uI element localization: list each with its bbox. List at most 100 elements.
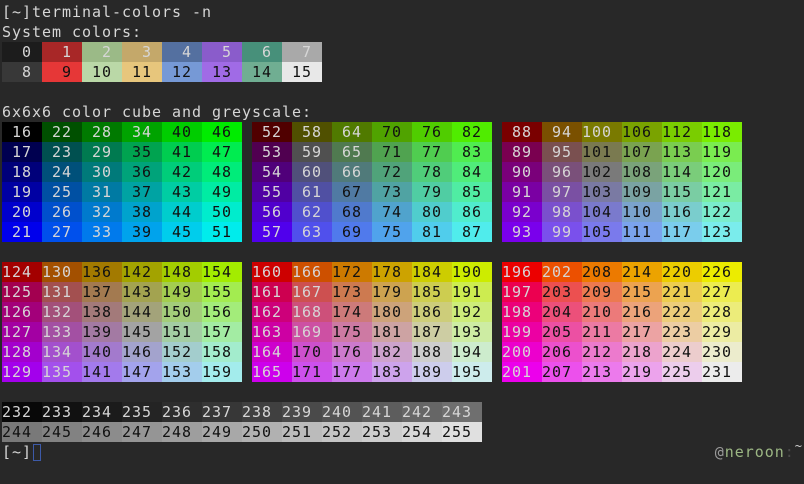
- cube-color-107: 107: [622, 142, 662, 162]
- host-dir: ~: [794, 439, 803, 453]
- cube-color-208: 208: [582, 262, 622, 282]
- cube-color-73: 73: [372, 182, 412, 202]
- grey-color-239: 239: [282, 402, 322, 422]
- cube-color-25: 25: [42, 182, 82, 202]
- cube-color-63: 63: [292, 222, 332, 242]
- cube-color-229: 229: [702, 322, 742, 342]
- shell-prompt[interactable]: [~]: [2, 442, 42, 462]
- cube-color-180: 180: [372, 302, 412, 322]
- cube-color-136: 136: [82, 262, 122, 282]
- cube-color-140: 140: [82, 342, 122, 362]
- cube-color-88: 88: [502, 122, 542, 142]
- cube-color-193: 193: [452, 322, 492, 342]
- grey-color-243: 243: [442, 402, 482, 422]
- cube-color-128: 128: [2, 342, 42, 362]
- cube-color-156: 156: [202, 302, 242, 322]
- cube-color-223: 223: [662, 322, 702, 342]
- cube-color-191: 191: [452, 282, 492, 302]
- grey-color-242: 242: [402, 402, 442, 422]
- cube-color-16: 16: [2, 122, 42, 142]
- cube-color-114: 114: [662, 162, 702, 182]
- cube-color-222: 222: [662, 302, 702, 322]
- cube-color-207: 207: [542, 362, 582, 382]
- cube-color-75: 75: [372, 222, 412, 242]
- cube-color-46: 46: [202, 122, 242, 142]
- cube-color-48: 48: [202, 162, 242, 182]
- cube-color-96: 96: [542, 162, 582, 182]
- grey-color-247: 247: [122, 422, 162, 442]
- host-at: @: [714, 443, 725, 461]
- cube-color-166: 166: [292, 262, 332, 282]
- cube-color-192: 192: [452, 302, 492, 322]
- cube-color-135: 135: [42, 362, 82, 382]
- cube-color-22: 22: [42, 122, 82, 142]
- grey-color-235: 235: [122, 402, 162, 422]
- cube-color-169: 169: [292, 322, 332, 342]
- cube-color-126: 126: [2, 302, 42, 322]
- cube-color-172: 172: [332, 262, 372, 282]
- cube-color-176: 176: [332, 342, 372, 362]
- host-user: neroon: [724, 443, 785, 461]
- cube-color-206: 206: [542, 342, 582, 362]
- system-color-7: 7: [282, 42, 322, 62]
- system-colors-label: System colors:: [2, 23, 143, 41]
- prompt-dir: [~]: [2, 443, 33, 461]
- cube-color-190: 190: [452, 262, 492, 282]
- grey-color-251: 251: [282, 422, 322, 442]
- cube-color-226: 226: [702, 262, 742, 282]
- cube-color-93: 93: [502, 222, 542, 242]
- cube-color-29: 29: [82, 142, 122, 162]
- cube-color-212: 212: [582, 342, 622, 362]
- cube-color-60: 60: [292, 162, 332, 182]
- cube-color-27: 27: [42, 222, 82, 242]
- grey-color-250: 250: [242, 422, 282, 442]
- grey-color-245: 245: [42, 422, 82, 442]
- cube-color-37: 37: [122, 182, 162, 202]
- cube-color-32: 32: [82, 202, 122, 222]
- cube-color-145: 145: [122, 322, 162, 342]
- cube-color-62: 62: [292, 202, 332, 222]
- cube-color-118: 118: [702, 122, 742, 142]
- cube-color-216: 216: [622, 302, 662, 322]
- cube-color-121: 121: [702, 182, 742, 202]
- system-color-1: 1: [42, 42, 82, 62]
- cube-color-78: 78: [412, 162, 452, 182]
- cube-color-98: 98: [542, 202, 582, 222]
- system-color-14: 14: [242, 62, 282, 82]
- cube-color-214: 214: [622, 262, 662, 282]
- grey-color-232: 232: [2, 402, 42, 422]
- cube-color-90: 90: [502, 162, 542, 182]
- cube-color-56: 56: [252, 202, 292, 222]
- cube-color-171: 171: [292, 362, 332, 382]
- cube-color-100: 100: [582, 122, 622, 142]
- cube-color-119: 119: [702, 142, 742, 162]
- cube-color-28: 28: [82, 122, 122, 142]
- system-color-2: 2: [82, 42, 122, 62]
- cube-color-77: 77: [412, 142, 452, 162]
- cube-color-215: 215: [622, 282, 662, 302]
- cube-color-175: 175: [332, 322, 372, 342]
- cube-color-18: 18: [2, 162, 42, 182]
- cube-color-45: 45: [162, 222, 202, 242]
- grey-color-252: 252: [322, 422, 362, 442]
- cube-color-203: 203: [542, 282, 582, 302]
- cube-color-194: 194: [452, 342, 492, 362]
- cube-color-106: 106: [622, 122, 662, 142]
- grey-color-254: 254: [402, 422, 442, 442]
- cube-color-38: 38: [122, 202, 162, 222]
- cube-color-110: 110: [622, 202, 662, 222]
- cube-color-150: 150: [162, 302, 202, 322]
- cube-color-41: 41: [162, 142, 202, 162]
- cube-color-165: 165: [252, 362, 292, 382]
- cube-color-138: 138: [82, 302, 122, 322]
- system-color-15: 15: [282, 62, 322, 82]
- grey-color-253: 253: [362, 422, 402, 442]
- cube-color-79: 79: [412, 182, 452, 202]
- cube-color-94: 94: [542, 122, 582, 142]
- grey-color-236: 236: [162, 402, 202, 422]
- cube-color-19: 19: [2, 182, 42, 202]
- host-indicator: @neroon:~: [714, 439, 803, 462]
- cube-color-149: 149: [162, 282, 202, 302]
- grey-color-237: 237: [202, 402, 242, 422]
- system-color-10: 10: [82, 62, 122, 82]
